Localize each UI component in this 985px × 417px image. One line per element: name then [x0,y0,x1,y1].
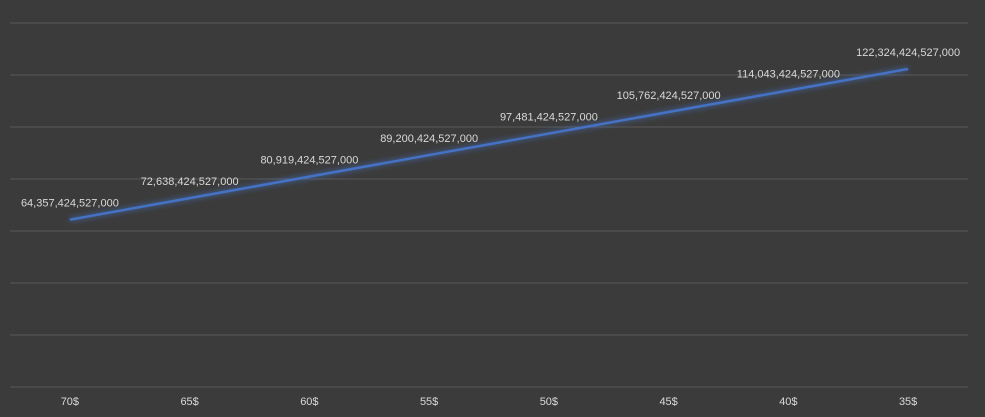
data-label: 64,357,424,527,000 [21,198,119,210]
data-label: 105,762,424,527,000 [617,90,721,102]
data-label: 122,324,424,527,000 [856,47,960,59]
x-tick-label: 60$ [300,396,318,408]
x-tick-label: 35$ [899,396,917,408]
data-label: 72,638,424,527,000 [141,176,239,188]
x-tick-label: 55$ [420,396,438,408]
x-tick-label: 45$ [659,396,677,408]
data-label: 97,481,424,527,000 [500,111,598,123]
data-label: 80,919,424,527,000 [260,155,358,167]
x-tick-label: 65$ [180,396,198,408]
data-label: 89,200,424,527,000 [380,133,478,145]
data-label: 114,043,424,527,000 [737,68,840,80]
line [69,67,909,221]
x-tick-label: 50$ [540,396,558,408]
x-tick-label: 70$ [61,396,79,408]
x-tick-label: 40$ [779,396,797,408]
